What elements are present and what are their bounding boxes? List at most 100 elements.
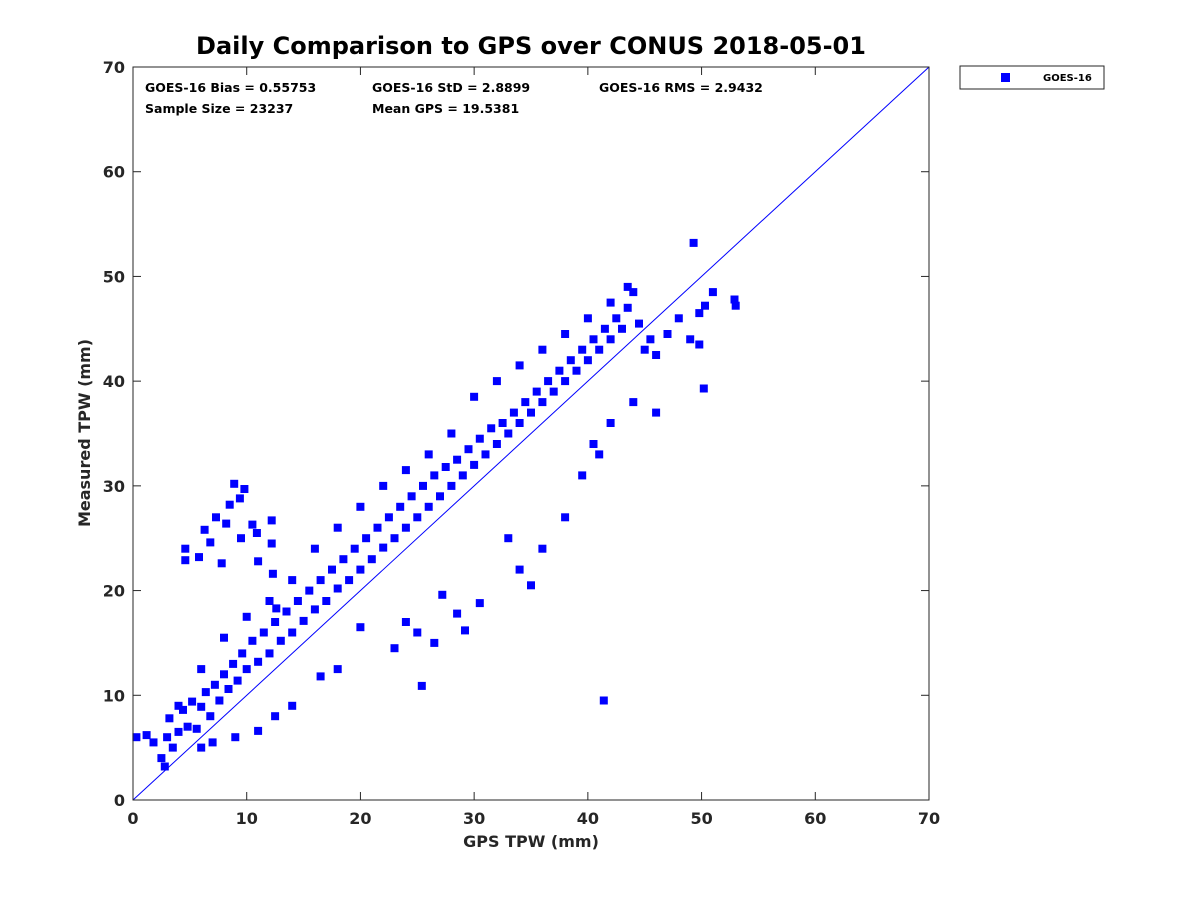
legend-label: GOES-16 xyxy=(1043,73,1092,84)
data-point xyxy=(618,324,626,333)
data-point xyxy=(333,523,342,532)
data-point xyxy=(195,553,203,562)
data-point xyxy=(272,604,281,613)
legend-marker xyxy=(1001,73,1010,82)
data-point xyxy=(215,696,224,705)
data-point xyxy=(328,565,336,574)
data-point xyxy=(538,345,547,354)
data-point xyxy=(197,743,206,752)
data-point xyxy=(561,330,570,338)
data-point xyxy=(293,597,302,605)
data-point xyxy=(578,345,587,354)
data-point xyxy=(475,599,484,608)
data-point xyxy=(208,738,217,747)
data-point xyxy=(606,298,615,307)
data-point xyxy=(265,597,274,605)
data-point xyxy=(235,494,244,503)
data-point xyxy=(461,626,469,635)
data-point xyxy=(149,738,158,747)
data-point xyxy=(504,429,513,438)
data-point xyxy=(695,340,704,349)
stat-mean-gps: Mean GPS = 19.5381 xyxy=(372,101,519,116)
data-point xyxy=(183,722,192,731)
y-tick-label: 60 xyxy=(103,163,125,182)
data-point xyxy=(379,481,388,490)
data-point xyxy=(390,644,399,653)
data-point xyxy=(730,295,739,304)
data-point xyxy=(629,398,638,407)
y-tick-label: 0 xyxy=(114,791,125,810)
data-point xyxy=(339,555,348,564)
data-point xyxy=(487,424,496,433)
data-point xyxy=(168,743,177,752)
data-point xyxy=(132,733,141,742)
data-point xyxy=(612,314,621,323)
data-point xyxy=(527,408,535,417)
data-point xyxy=(447,481,456,490)
data-point xyxy=(686,335,695,344)
data-point xyxy=(384,513,393,522)
data-point xyxy=(390,534,399,543)
data-point xyxy=(458,471,467,480)
data-point xyxy=(606,335,615,344)
data-point xyxy=(356,565,365,574)
data-point xyxy=(271,712,280,721)
x-tick-label: 40 xyxy=(577,809,599,828)
data-point xyxy=(424,502,433,511)
data-point xyxy=(242,612,251,621)
data-point xyxy=(401,618,410,626)
x-tick-label: 30 xyxy=(463,809,485,828)
x-axis-label: GPS TPW (mm) xyxy=(463,832,599,851)
y-tick-label: 10 xyxy=(103,686,125,705)
data-point xyxy=(600,324,609,333)
data-point xyxy=(424,450,433,459)
data-point xyxy=(220,670,228,679)
data-point xyxy=(492,440,501,448)
data-point xyxy=(447,429,456,438)
data-point xyxy=(200,525,209,534)
data-point xyxy=(396,502,405,511)
data-point xyxy=(248,520,257,529)
data-point xyxy=(222,519,231,528)
data-point xyxy=(210,680,219,689)
data-point xyxy=(288,576,297,585)
data-point xyxy=(206,538,215,547)
data-point xyxy=(538,398,547,407)
data-point xyxy=(464,445,473,454)
legend: GOES-16 xyxy=(959,65,1105,90)
data-point xyxy=(436,492,444,501)
data-point xyxy=(271,618,280,626)
x-axis-ticks: 0 10 20 30 40 50 60 70 xyxy=(127,67,940,828)
data-point xyxy=(165,714,174,723)
data-point xyxy=(217,559,226,568)
data-point xyxy=(532,387,541,396)
data-point xyxy=(701,301,709,310)
data-point xyxy=(544,377,553,386)
data-point xyxy=(583,356,592,365)
data-point xyxy=(401,523,410,532)
data-point xyxy=(322,597,331,605)
data-point xyxy=(475,434,484,443)
x-tick-label: 50 xyxy=(690,809,712,828)
data-point xyxy=(438,590,447,599)
data-point xyxy=(498,419,507,427)
data-point xyxy=(646,335,655,344)
data-point xyxy=(652,408,661,417)
data-point xyxy=(527,581,535,590)
data-point xyxy=(350,544,359,553)
data-point xyxy=(252,529,261,537)
stat-rms: GOES-16 RMS = 2.9432 xyxy=(599,80,763,95)
data-point xyxy=(356,623,365,632)
data-point xyxy=(259,628,268,637)
data-point xyxy=(362,534,371,543)
data-point xyxy=(595,345,604,354)
data-point xyxy=(589,335,598,344)
data-point xyxy=(572,366,581,375)
stat-bias: GOES-16 Bias = 0.55753 xyxy=(145,80,316,95)
data-point xyxy=(157,754,166,763)
data-point xyxy=(419,481,427,490)
data-point xyxy=(640,345,649,354)
data-point xyxy=(276,636,285,645)
data-point xyxy=(699,384,708,393)
data-point xyxy=(401,466,410,475)
